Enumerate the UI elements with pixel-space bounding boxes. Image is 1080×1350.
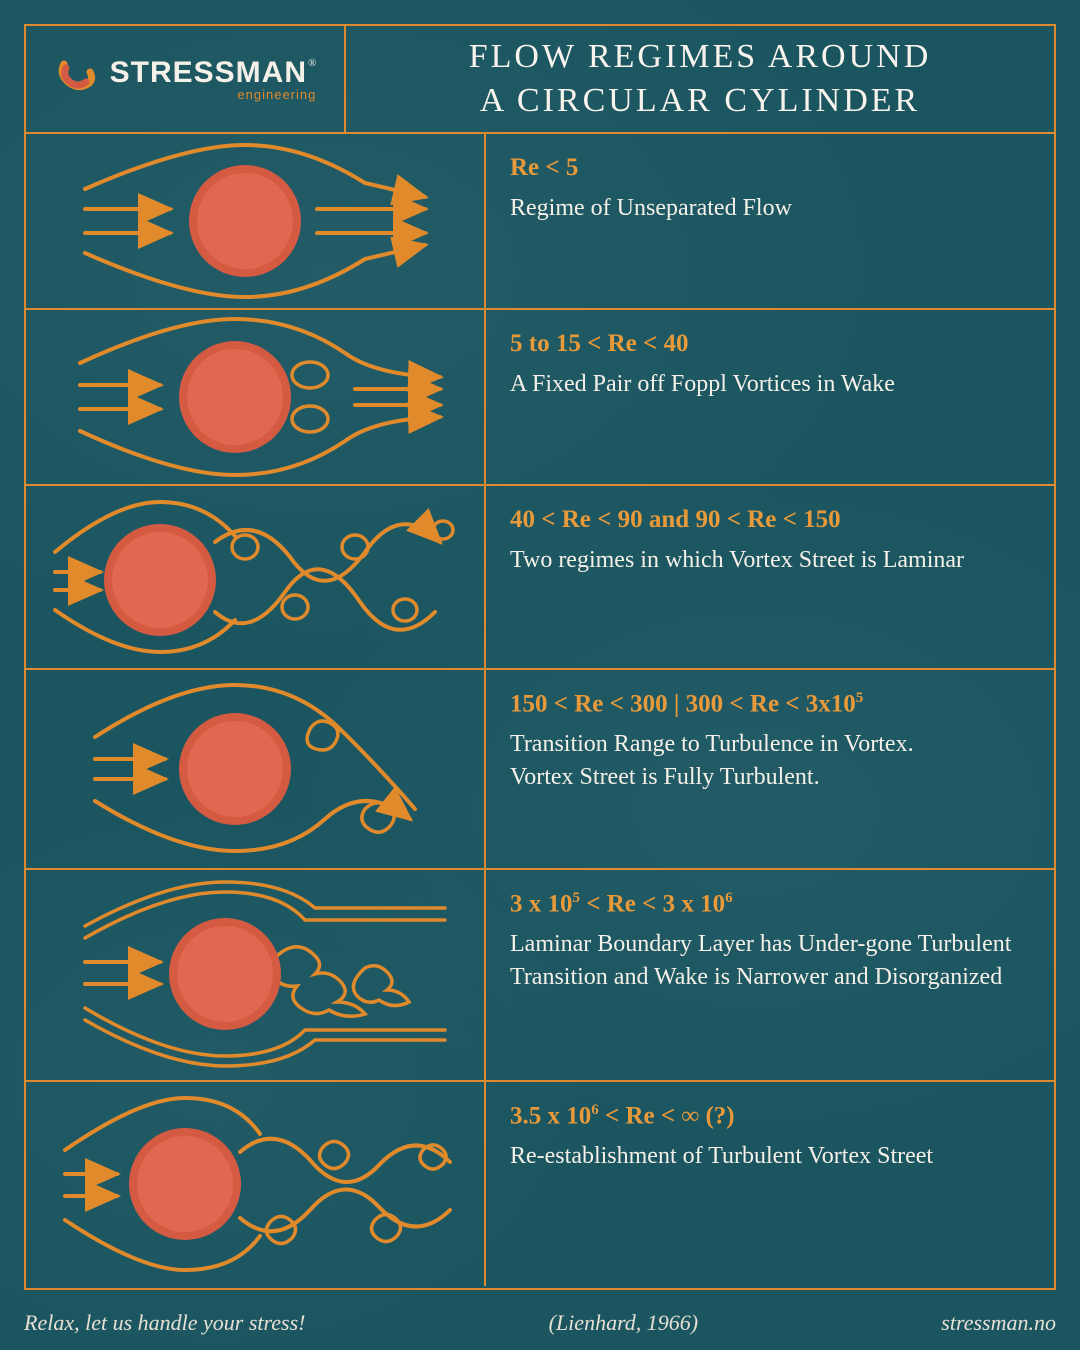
title-line-1: FLOW REGIMES AROUND: [469, 38, 932, 75]
text-cell: 5 to 15 < Re < 40 A Fixed Pair off Foppl…: [486, 310, 1054, 484]
text-cell: 40 < Re < 90 and 90 < Re < 150 Two regim…: [486, 486, 1054, 668]
flow-diagram-6: [45, 1092, 465, 1277]
footer: Relax, let us handle your stress! (Lienh…: [24, 1310, 1056, 1336]
flow-diagram-1: [45, 141, 465, 301]
main-frame: STRESSMAN ® engineering FLOW REGIMES ARO…: [24, 24, 1056, 1290]
brand-name: STRESSMAN: [110, 58, 307, 88]
regime-description: A Fixed Pair off Foppl Vortices in Wake: [510, 368, 1030, 400]
text-cell: 3.5 x 106 < Re < ∞ (?) Re-establishment …: [486, 1082, 1054, 1286]
regime-description: Laminar Boundary Layer has Under-gone Tu…: [510, 928, 1030, 993]
brand-sub: engineering: [110, 88, 317, 101]
diagram-cell: [26, 486, 486, 668]
regime-row: 40 < Re < 90 and 90 < Re < 150 Two regim…: [26, 486, 1054, 670]
reynolds-range: 3.5 x 106 < Re < ∞ (?): [510, 1102, 1030, 1130]
diagram-cell: [26, 670, 486, 868]
text-cell: Re < 5 Regime of Unseparated Flow: [486, 134, 1054, 308]
diagram-cell: [26, 1082, 486, 1286]
regime-row: 3 x 105 < Re < 3 x 106 Laminar Boundary …: [26, 870, 1054, 1082]
regime-rows: Re < 5 Regime of Unseparated Flow: [26, 134, 1054, 1286]
regime-description: Regime of Unseparated Flow: [510, 192, 1030, 224]
diagram-cell: [26, 134, 486, 308]
footer-citation: (Lienhard, 1966): [549, 1310, 699, 1336]
reynolds-range: 40 < Re < 90 and 90 < Re < 150: [510, 506, 1030, 534]
reynolds-range: 3 x 105 < Re < 3 x 106: [510, 890, 1030, 918]
header-row: STRESSMAN ® engineering FLOW REGIMES ARO…: [26, 26, 1054, 134]
title-line-2: A CIRCULAR CYLINDER: [480, 82, 920, 119]
reynolds-range: 5 to 15 < Re < 40: [510, 330, 1030, 358]
regime-row: Re < 5 Regime of Unseparated Flow: [26, 134, 1054, 310]
regime-description: Transition Range to Turbulence in Vortex…: [510, 728, 1030, 793]
page-title: FLOW REGIMES AROUND A CIRCULAR CYLINDER: [469, 35, 932, 123]
title-cell: FLOW REGIMES AROUND A CIRCULAR CYLINDER: [346, 26, 1054, 132]
flow-diagram-2: [45, 317, 465, 477]
diagram-cell: [26, 870, 486, 1080]
text-cell: 150 < Re < 300 | 300 < Re < 3x105 Transi…: [486, 670, 1054, 868]
regime-description: Re-establishment of Turbulent Vortex Str…: [510, 1140, 1030, 1172]
footer-url: stressman.no: [941, 1310, 1056, 1336]
reynolds-range: Re < 5: [510, 154, 1030, 182]
text-cell: 3 x 105 < Re < 3 x 106 Laminar Boundary …: [486, 870, 1054, 1080]
regime-row: 150 < Re < 300 | 300 < Re < 3x105 Transi…: [26, 670, 1054, 870]
footer-tagline: Relax, let us handle your stress!: [24, 1310, 305, 1336]
brand-reg: ®: [308, 58, 316, 69]
logo-icon: [54, 56, 100, 102]
regime-row: 3.5 x 106 < Re < ∞ (?) Re-establishment …: [26, 1082, 1054, 1286]
flow-diagram-3: [45, 492, 465, 662]
brand-logo: STRESSMAN ® engineering: [54, 56, 317, 102]
flow-diagram-4: [45, 679, 465, 859]
regime-description: Two regimes in which Vortex Street is La…: [510, 544, 1030, 576]
regime-row: 5 to 15 < Re < 40 A Fixed Pair off Foppl…: [26, 310, 1054, 486]
diagram-cell: [26, 310, 486, 484]
flow-diagram-5: [45, 880, 465, 1070]
logo-cell: STRESSMAN ® engineering: [26, 26, 346, 132]
reynolds-range: 150 < Re < 300 | 300 < Re < 3x105: [510, 690, 1030, 718]
